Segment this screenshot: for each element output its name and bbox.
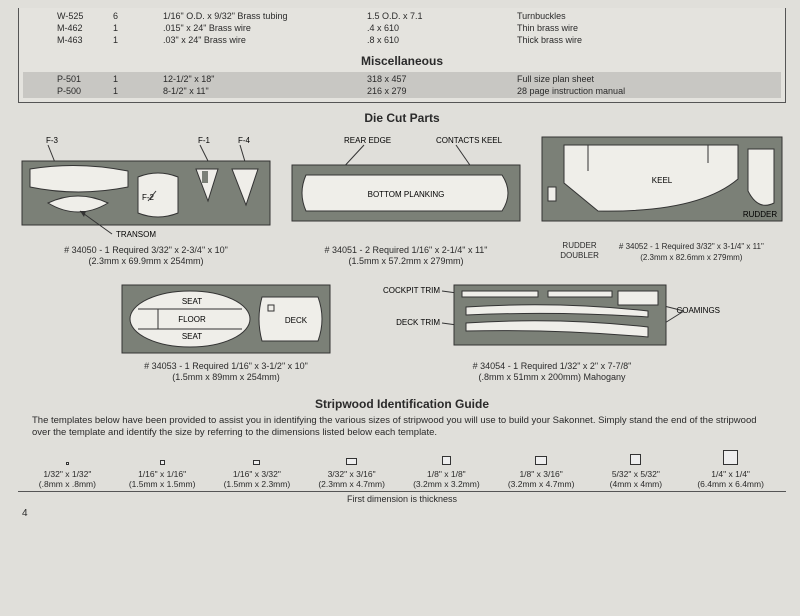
svg-text:DECK: DECK bbox=[285, 316, 308, 325]
misc-title: Miscellaneous bbox=[23, 54, 781, 68]
svg-text:COCKPIT TRIM: COCKPIT TRIM bbox=[383, 286, 440, 295]
svg-text:KEEL: KEEL bbox=[652, 176, 673, 185]
rudder-doubler-label: RUDDERDOUBLER bbox=[560, 241, 599, 263]
page-number: 4 bbox=[22, 508, 786, 519]
svg-text:BOTTOM PLANKING: BOTTOM PLANKING bbox=[368, 190, 445, 199]
diagram-34051: REAR EDGE CONTACTS KEEL BOTTOM PLANKING … bbox=[288, 131, 524, 267]
svg-text:RUDDER: RUDDER bbox=[743, 210, 777, 219]
svg-text:F-3: F-3 bbox=[46, 136, 59, 145]
stripwood-footnote: First dimension is thickness bbox=[18, 494, 786, 504]
diagram-34053: SEAT FLOOR SEAT DECK # 34053 - 1 Require… bbox=[118, 281, 334, 383]
diagram-34052: KEEL RUDDER RUDDERDOUBLER # 34052 - 1 Re… bbox=[538, 131, 786, 267]
svg-text:FLOOR: FLOOR bbox=[178, 315, 206, 324]
svg-text:F-4: F-4 bbox=[238, 136, 251, 145]
stripwood-templates: 1/32" x 1/32"(.8mm x .8mm)1/16" x 1/16"(… bbox=[18, 447, 786, 489]
diagram-34050: F-3 F-1 F-4 F-2 TRANSOM # 340 bbox=[18, 131, 274, 267]
svg-text:SEAT: SEAT bbox=[182, 332, 202, 341]
svg-text:TRANSOM: TRANSOM bbox=[116, 230, 156, 239]
diecut-title: Die Cut Parts bbox=[18, 111, 786, 125]
svg-text:DECK TRIM: DECK TRIM bbox=[396, 318, 440, 327]
diagram-34054: COCKPIT TRIM DECK TRIM COAMINGS # 34054 … bbox=[378, 281, 726, 383]
svg-text:REAR EDGE: REAR EDGE bbox=[344, 136, 391, 145]
stripwood-text: The templates below have been provided t… bbox=[32, 415, 776, 439]
svg-text:F-1: F-1 bbox=[198, 136, 211, 145]
svg-text:SEAT: SEAT bbox=[182, 297, 202, 306]
svg-text:CONTACTS KEEL: CONTACTS KEEL bbox=[436, 136, 503, 145]
parts-list-top: W-52561/16" O.D. x 9/32" Brass tubing1.5… bbox=[18, 8, 786, 103]
stripwood-title: Stripwood Identification Guide bbox=[18, 397, 786, 411]
